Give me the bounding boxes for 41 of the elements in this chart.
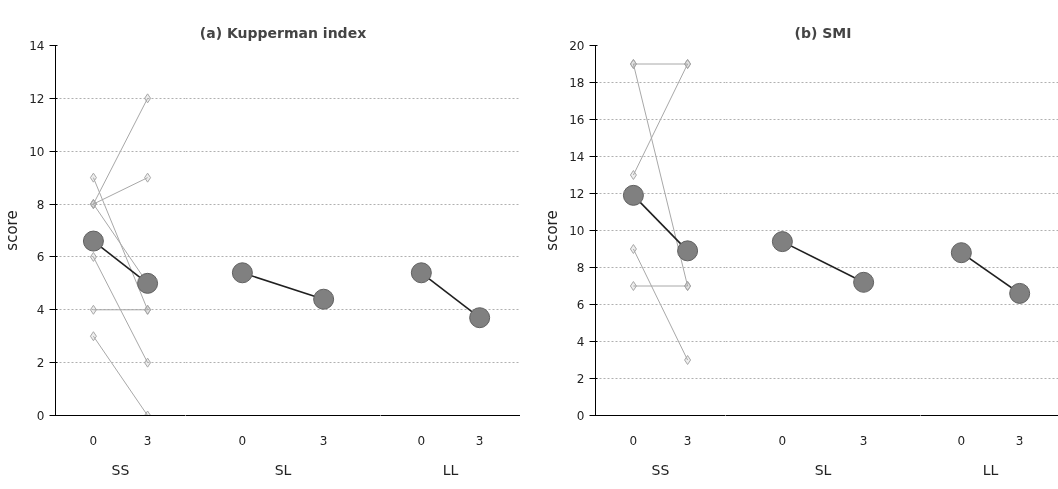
x-tick-label: 3 [1015,433,1024,448]
y-tick-label: 18 [569,76,585,90]
x-axis-title: SS [111,461,130,478]
x-tick-label: 0 [89,433,98,448]
y-tick-label: 10 [29,144,45,159]
x-tick-label: 3 [859,433,868,448]
x-tick-label: 3 [143,433,152,448]
y-tick-label: 12 [29,91,45,106]
y-tick-label: 4 [36,303,45,318]
y-tick-label: 4 [576,335,585,349]
y-tick-label: 0 [36,409,45,423]
y-tick-label: 8 [576,261,585,275]
y-axis-title: score [3,210,22,251]
y-tick-label: 6 [576,298,585,312]
x-axis-title: SL [814,461,832,478]
chart-title: (a) Kupperman index [199,24,367,41]
y-tick-label: 12 [569,187,585,201]
y-tick-label: 0 [576,409,585,423]
y-tick-label: 2 [36,356,45,371]
x-tick-label: 0 [417,433,426,448]
x-tick-label: 0 [957,433,966,448]
y-tick-label: 2 [576,372,585,386]
x-axis-title: LL [982,461,999,478]
x-axis-title: LL [442,461,459,478]
chart-title: (b) SMI [794,24,852,41]
y-tick-label: 16 [569,113,585,127]
y-axis-title: score [543,210,562,251]
y-tick-label: 10 [569,224,585,238]
x-tick-label: 0 [238,433,247,448]
y-tick-label: 14 [29,39,45,53]
y-tick-label: 14 [569,150,585,164]
x-tick-label: 3 [683,433,692,448]
y-tick-label: 6 [36,250,45,265]
x-axis-title: SS [651,461,670,478]
x-tick-label: 0 [629,433,638,448]
y-tick-label: 8 [36,197,45,212]
x-tick-label: 3 [319,433,328,448]
x-tick-label: 3 [475,433,484,448]
x-axis-title: SL [274,461,292,478]
y-tick-label: 20 [569,39,585,53]
x-tick-label: 0 [778,433,787,448]
